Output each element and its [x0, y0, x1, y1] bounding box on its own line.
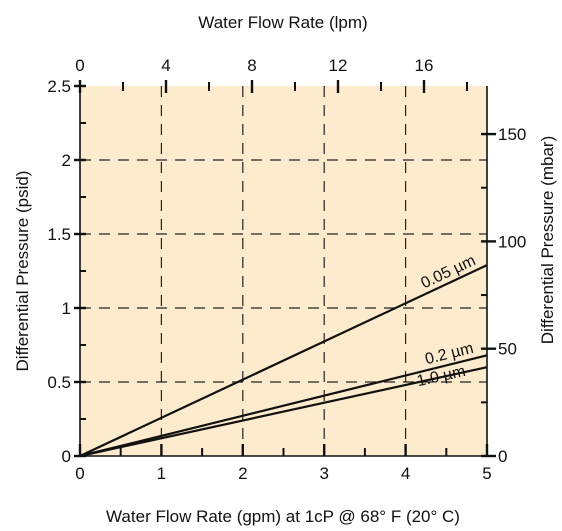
- y2-tick-label: 50: [498, 340, 517, 359]
- x-tick-label: 2: [238, 464, 247, 483]
- x2-tick-label: 4: [161, 56, 170, 75]
- y-axis-title: Differential Pressure (psid): [13, 171, 32, 372]
- y2-tick-label: 150: [498, 125, 526, 144]
- y-tick-label: 2.5: [47, 77, 71, 96]
- plot-area: [80, 86, 487, 456]
- x-tick-label: 0: [75, 464, 84, 483]
- y-tick-label: 1.5: [47, 225, 71, 244]
- y2-tick-label: 0: [498, 447, 507, 466]
- series-line: [79, 354, 488, 458]
- x-tick-label: 5: [482, 464, 491, 483]
- x2-tick-label: 16: [415, 56, 434, 75]
- x2-axis-title: Water Flow Rate (lpm): [198, 13, 367, 32]
- ticks: [74, 80, 496, 458]
- x2-tick-label: 8: [247, 56, 256, 75]
- y2-axis-title: Differential Pressure (mbar): [538, 136, 557, 344]
- x2-tick-label: 12: [329, 56, 348, 75]
- y2-tick-label: 100: [498, 232, 526, 251]
- x-axis-title: Water Flow Rate (gpm) at 1cP @ 68° F (20…: [106, 507, 460, 526]
- x-tick-label: 4: [401, 464, 410, 483]
- series-lines: [79, 264, 488, 458]
- x2-tick-label: 0: [75, 56, 84, 75]
- y-tick-label: 0: [62, 447, 71, 466]
- grid: [80, 86, 487, 456]
- series-line: [79, 366, 488, 458]
- x-tick-label: 1: [157, 464, 166, 483]
- y-tick-label: 2: [62, 151, 71, 170]
- series-line: [79, 264, 488, 457]
- x-tick-label: 3: [319, 464, 328, 483]
- y-tick-label: 0.5: [47, 373, 71, 392]
- y-tick-label: 1: [62, 299, 71, 318]
